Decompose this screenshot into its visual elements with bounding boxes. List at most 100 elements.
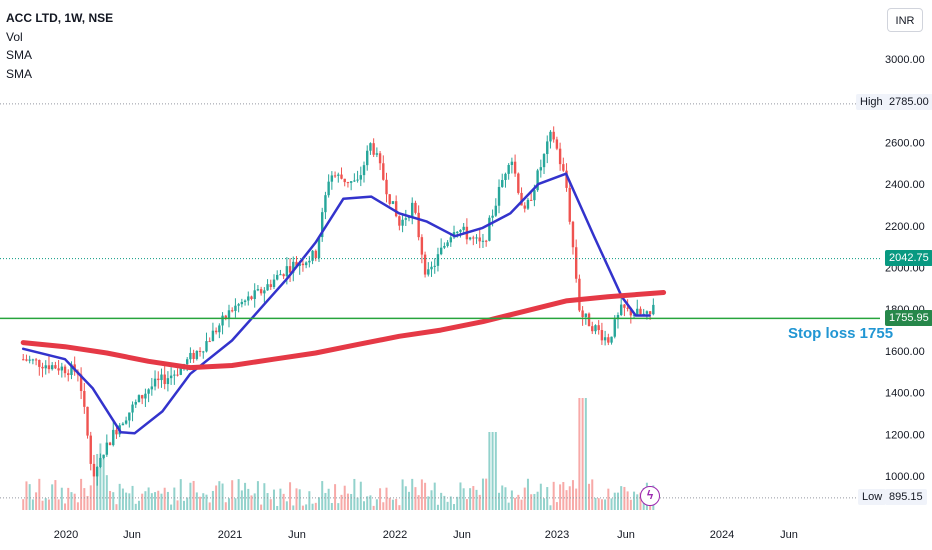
- volume-bar: [520, 499, 523, 510]
- volume-bar: [134, 503, 137, 510]
- candle-body: [539, 167, 543, 171]
- candle-body: [520, 192, 523, 206]
- volume-bar: [533, 493, 536, 510]
- volume-bar: [170, 504, 173, 510]
- candle-body: [652, 304, 655, 315]
- candle-body: [176, 374, 179, 376]
- legend-item-vol[interactable]: Vol: [6, 29, 23, 44]
- candle-body: [581, 310, 584, 318]
- volume-bar: [166, 491, 169, 510]
- candle-body: [337, 174, 340, 176]
- volume-bar: [536, 491, 539, 510]
- candle-body: [150, 386, 154, 390]
- volume-bar: [121, 488, 124, 510]
- candle-body: [67, 373, 70, 376]
- candle-body: [105, 442, 109, 455]
- candle-body: [63, 366, 67, 374]
- volume-bar: [565, 490, 568, 510]
- volume-bar: [401, 479, 404, 510]
- sma-line: [20, 290, 667, 371]
- volume-bar: [195, 492, 198, 510]
- volume-bar: [41, 500, 44, 510]
- candle-body: [491, 215, 494, 218]
- currency-button[interactable]: INR: [887, 8, 923, 32]
- volume-bar: [60, 487, 63, 510]
- volume-bar: [301, 505, 304, 510]
- volume-bar: [472, 486, 475, 510]
- volume-bar: [54, 480, 57, 510]
- candle-body: [449, 237, 453, 243]
- candle-body: [404, 218, 407, 220]
- candle-body: [343, 178, 346, 183]
- volume-bar: [346, 493, 349, 510]
- volume-bar: [28, 484, 31, 510]
- volume-bar: [498, 492, 501, 510]
- volume-bar: [539, 483, 542, 510]
- volume-bar: [272, 489, 275, 510]
- volume-bar: [102, 454, 105, 510]
- candle-body: [484, 240, 488, 242]
- volume-bar: [430, 490, 433, 510]
- candle-body: [41, 366, 44, 369]
- candle-body: [362, 165, 366, 176]
- candle-body: [427, 269, 430, 275]
- candle-body: [562, 164, 565, 171]
- candle-body: [211, 330, 215, 342]
- volume-bar: [356, 497, 359, 510]
- volume-bar: [211, 490, 214, 510]
- candle-body: [301, 263, 305, 266]
- volume-bar: [118, 483, 121, 510]
- volume-bar: [314, 502, 317, 510]
- volume-bar: [494, 432, 497, 510]
- volume-bar: [456, 496, 459, 510]
- candle-body: [292, 261, 295, 273]
- lightning-icon[interactable]: ϟ: [640, 486, 660, 506]
- volume-bar: [260, 504, 263, 510]
- candle-body: [333, 175, 337, 177]
- volume-bar: [47, 499, 50, 510]
- candle-body: [259, 289, 263, 294]
- candle-body: [263, 290, 266, 294]
- legend-item-sma-2[interactable]: SMA: [6, 66, 33, 81]
- chart-legend: ACC LTD, 1W, NSE Vol SMA SMA: [6, 9, 113, 83]
- volume-bar: [76, 502, 79, 510]
- candle-body: [578, 278, 581, 311]
- volume-bar: [73, 493, 76, 510]
- volume-bar: [597, 498, 600, 510]
- stop-loss-annotation: Stop loss 1755: [788, 325, 894, 342]
- volume-bar: [199, 496, 202, 510]
- candle-body: [208, 341, 211, 343]
- candle-body: [169, 375, 173, 379]
- candle-body: [388, 194, 391, 204]
- volume-bar: [263, 483, 266, 510]
- candle-body: [25, 359, 28, 361]
- volume-bar: [80, 478, 83, 510]
- x-tick-label: Jun: [123, 529, 141, 541]
- candle-body: [401, 219, 404, 226]
- candle-body: [153, 378, 157, 387]
- candle-body: [597, 325, 600, 331]
- y-tick-label: 1600.00: [885, 346, 925, 358]
- candle-body: [517, 173, 520, 193]
- candle-body: [247, 296, 250, 301]
- candle-body: [478, 237, 481, 242]
- volume-bar: [469, 488, 472, 510]
- candle-body: [160, 374, 163, 381]
- volume-bar: [51, 484, 54, 510]
- candle-body: [481, 240, 485, 242]
- volume-bar: [391, 499, 394, 510]
- candle-body: [224, 315, 227, 319]
- candle-body: [70, 364, 73, 376]
- volume-bar: [31, 499, 34, 510]
- volume-bar: [613, 492, 616, 510]
- volume-bar: [125, 492, 128, 510]
- candle-body: [92, 463, 96, 477]
- candle-body: [459, 229, 462, 232]
- legend-item-sma-1[interactable]: SMA: [6, 48, 33, 62]
- stop-loss-badge: 1755.95: [885, 310, 932, 326]
- volume-bar: [157, 490, 160, 510]
- volume-bar: [546, 487, 549, 510]
- volume-bar: [334, 484, 337, 510]
- x-tick-label: 2022: [383, 529, 407, 541]
